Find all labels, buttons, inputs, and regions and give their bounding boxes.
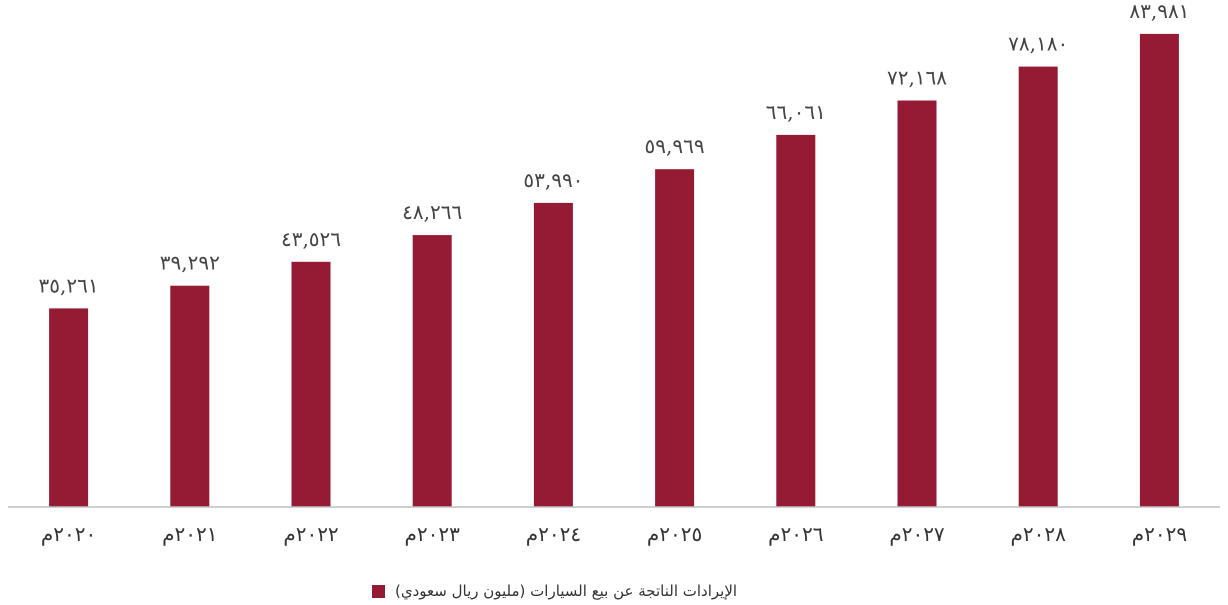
x-tick-label-3: ٢٠٢٢م: [283, 522, 338, 546]
x-tick-label-5: ٢٠٢٤م: [526, 522, 581, 546]
bar-7: [776, 134, 816, 507]
value-label-1: ٣٥,٢٦١: [39, 273, 99, 297]
x-tick-label-8: ٢٠٢٧م: [889, 522, 945, 546]
value-label-8: ٧٢,١٦٨: [887, 66, 947, 90]
x-tick-labels-group: ٢٠٢٠م ٢٠٢١م ٢٠٢٢م ٢٠٢٣م ٢٠٢٤م ٢٠٢٥م ٢٠٢٦م ٢٠٢٧م…: [41, 522, 1187, 546]
bar-1: [49, 308, 89, 507]
value-label-4: ٤٨,٢٦٦: [402, 200, 462, 224]
value-label-5: ٥٣,٩٩٠: [523, 168, 583, 192]
legend-swatch: [372, 584, 385, 598]
bar-4: [412, 235, 452, 507]
x-tick-label-10: ٢٠٢٩م: [1132, 522, 1187, 546]
value-label-9: ٧٨,١٨٠: [1008, 32, 1068, 56]
x-tick-label-6: ٢٠٢٥م: [647, 522, 702, 546]
bar-2: [170, 285, 210, 507]
bar-6: [655, 169, 695, 507]
bar-10: [1139, 33, 1179, 508]
bar-8: [897, 100, 937, 507]
x-tick-label-2: ٢٠٢١م: [162, 522, 217, 546]
value-label-10: ٨٣,٩٨١: [1129, 0, 1189, 23]
bar-3: [291, 261, 331, 507]
legend-label: الإيرادات الناتجة عن بيع السيارات (مليون…: [395, 582, 738, 600]
value-label-3: ٤٣,٥٢٦: [281, 227, 341, 251]
x-tick-label-4: ٢٠٢٣م: [405, 522, 461, 546]
x-tick-label-1: ٢٠٢٠م: [41, 522, 96, 546]
value-label-2: ٣٩,٢٩٢: [160, 251, 220, 275]
x-tick-label-7: ٢٠٢٦م: [768, 522, 823, 546]
x-tick-label-9: ٢٠٢٨م: [1011, 522, 1067, 546]
value-label-7: ٦٦,٠٦١: [766, 100, 826, 124]
value-label-6: ٥٩,٩٦٩: [645, 134, 705, 158]
bars-group: [49, 33, 1179, 508]
bar-5: [533, 202, 573, 507]
legend: الإيرادات الناتجة عن بيع السيارات (مليون…: [372, 578, 832, 604]
bar-9: [1018, 66, 1058, 507]
value-labels-group: ٣٥,٢٦١ ٣٩,٢٩٢ ٤٣,٥٢٦ ٤٨,٢٦٦ ٥٣,٩٩٠ ٥٩,٩٦٩ ٦٦,٠…: [39, 0, 1190, 297]
